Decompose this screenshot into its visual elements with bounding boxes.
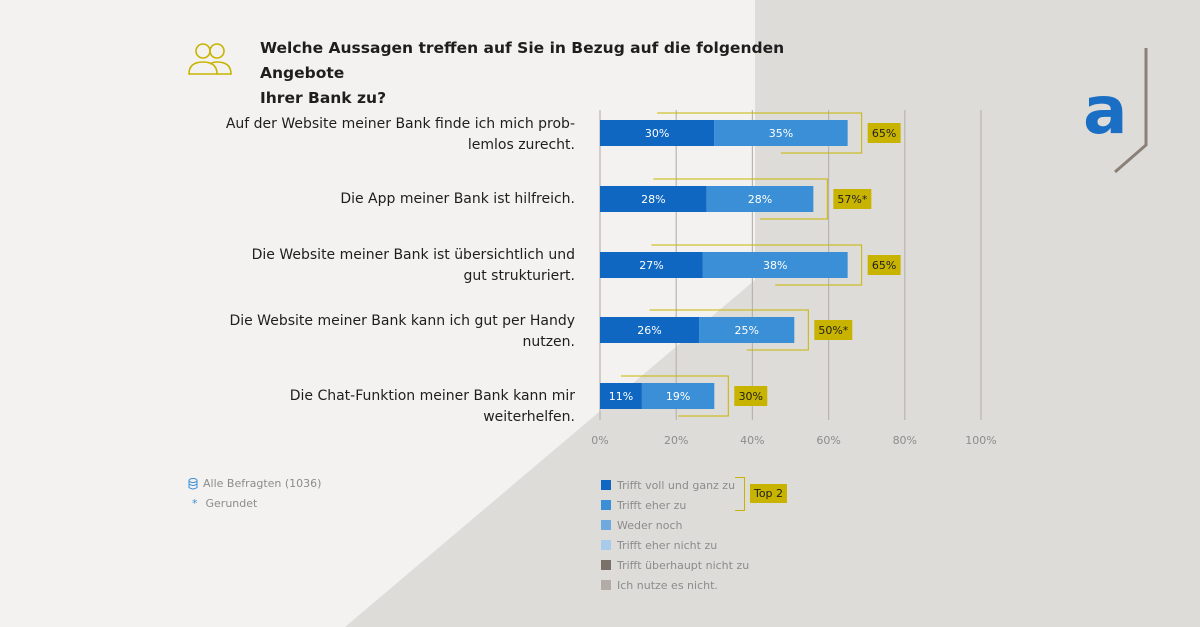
x-tick-label-2: 20% (664, 434, 688, 447)
rounded-note: * Gerundet (188, 497, 257, 510)
legend-label-5: Trifft überhaupt nicht zu (617, 558, 750, 572)
legend-item-4: Trifft eher nicht zu (601, 535, 749, 555)
legend-swatch-5 (601, 560, 611, 570)
legend: Trifft voll und ganz zu Trifft eher zu W… (601, 475, 749, 595)
bar-segment-r5-s1 (600, 383, 642, 409)
bar-label-r3-s1: 27% (639, 259, 663, 272)
bar-segment-r1-s1 (600, 120, 715, 146)
bar-segment-r4-s1 (600, 317, 700, 343)
chart-title: Welche Aussagen treffen auf Sie in Bezug… (260, 36, 820, 111)
bar-segment-r4-s2 (699, 317, 795, 343)
top2-bracket-r1 (657, 112, 863, 154)
legend-swatch-2 (601, 500, 611, 510)
legend-item-1: Trifft voll und ganz zu (601, 475, 749, 495)
bar-label-r1-s1: 30% (645, 127, 669, 140)
top2-badge: Top 2 (750, 484, 787, 503)
bar-label-r1-s2: 35% (769, 127, 793, 140)
svg-text:a: a (1083, 72, 1128, 149)
x-tick-label-3: 40% (740, 434, 764, 447)
legend-item-6: Ich nutze es nicht. (601, 575, 749, 595)
bar-label-r4-s1: 26% (637, 324, 661, 337)
top2-bracket (735, 477, 745, 511)
legend-swatch-4 (601, 540, 611, 550)
legend-item-5: Trifft überhaupt nicht zu (601, 555, 749, 575)
respondents-note: Alle Befragten (1036) (188, 477, 321, 490)
top2-badge-bg-r4 (814, 320, 853, 340)
legend-swatch-3 (601, 520, 611, 530)
top2-bracket-r3 (651, 244, 863, 286)
bar-segment-r5-s2 (641, 383, 715, 409)
legend-label-4: Trifft eher nicht zu (617, 538, 718, 552)
question-label-4: Die Website meiner Bank kann ich gut per… (215, 311, 575, 353)
question-label-3-line-1: Die Website meiner Bank ist übersichtlic… (251, 247, 575, 263)
database-icon (188, 477, 198, 490)
asterisk-marker: * (192, 497, 198, 510)
top2-bracket-r4 (649, 309, 809, 351)
top2-badge-bg-r5 (734, 386, 768, 406)
question-label-4-line-1: Die Website meiner Bank kann ich gut per… (229, 313, 575, 329)
question-label-1: Auf der Website meiner Bank finde ich mi… (215, 114, 575, 156)
top2-badge-bg-r1 (867, 123, 901, 143)
legend-item-2: Trifft eher zu (601, 495, 749, 515)
bar-label-r2-s2: 28% (748, 193, 772, 206)
question-label-2: Die App meiner Bank ist hilfreich. (215, 189, 575, 210)
bar-segment-r3-s2 (702, 252, 848, 278)
legend-item-3: Weder noch (601, 515, 749, 535)
question-label-1-line-1: Auf der Website meiner Bank finde ich mi… (225, 116, 575, 132)
question-label-3: Die Website meiner Bank ist übersichtlic… (215, 245, 575, 287)
top2-total-r5: 30% (739, 390, 763, 403)
top2-total-r3: 65% (872, 259, 896, 272)
top2-total-r2: 57%* (837, 193, 867, 206)
question-label-4-line-2: nutzen. (522, 334, 575, 350)
question-label-1-line-2: lemlos zurecht. (467, 137, 575, 153)
bar-segment-r2-s1 (600, 186, 707, 212)
x-tick-label-1: 0% (591, 434, 608, 447)
x-tick-label-5: 80% (893, 434, 917, 447)
bar-label-r5-s2: 19% (666, 390, 690, 403)
background-diagonal-shade (345, 0, 1200, 627)
chart-title-line-2: Ihrer Bank zu? (260, 89, 387, 107)
bar-label-r2-s1: 28% (641, 193, 665, 206)
top2-total-r4: 50%* (818, 324, 848, 337)
bar-label-r5-s1: 11% (609, 390, 633, 403)
legend-swatch-6 (601, 580, 611, 590)
bar-segment-r1-s2 (714, 120, 848, 146)
bar-label-r3-s2: 38% (763, 259, 787, 272)
top2-total-r1: 65% (872, 127, 896, 140)
legend-label-1: Trifft voll und ganz zu (617, 478, 736, 492)
legend-label-6: Ich nutze es nicht. (617, 578, 718, 592)
bar-segment-r3-s1 (600, 252, 703, 278)
bar-label-r4-s2: 25% (734, 324, 758, 337)
top2-badge-bg-r2 (833, 189, 872, 209)
x-tick-label-4: 60% (816, 434, 840, 447)
chart-title-line-1: Welche Aussagen treffen auf Sie in Bezug… (260, 39, 785, 82)
question-label-3-line-2: gut strukturiert. (463, 268, 575, 284)
top2-bracket-r2 (653, 178, 828, 220)
bar-segment-r2-s2 (706, 186, 814, 212)
question-label-2-line-1: Die App meiner Bank ist hilfreich. (340, 191, 575, 207)
question-label-5: Die Chat-Funktion meiner Bank kann mir w… (215, 386, 575, 428)
x-tick-label-6: 100% (965, 434, 996, 447)
brand-logo: a (1083, 48, 1148, 174)
question-label-5-line-1: Die Chat-Funktion meiner Bank kann mir w… (289, 388, 575, 425)
legend-label-3: Weder noch (617, 518, 683, 532)
top2-bracket-r5 (620, 375, 729, 417)
rounded-note-text: Gerundet (205, 497, 258, 510)
top2-badge-bg-r3 (867, 255, 901, 275)
legend-swatch-1 (601, 480, 611, 490)
respondents-note-text: Alle Befragten (1036) (203, 477, 322, 490)
users-icon (188, 43, 232, 75)
legend-label-2: Trifft eher zu (617, 498, 687, 512)
